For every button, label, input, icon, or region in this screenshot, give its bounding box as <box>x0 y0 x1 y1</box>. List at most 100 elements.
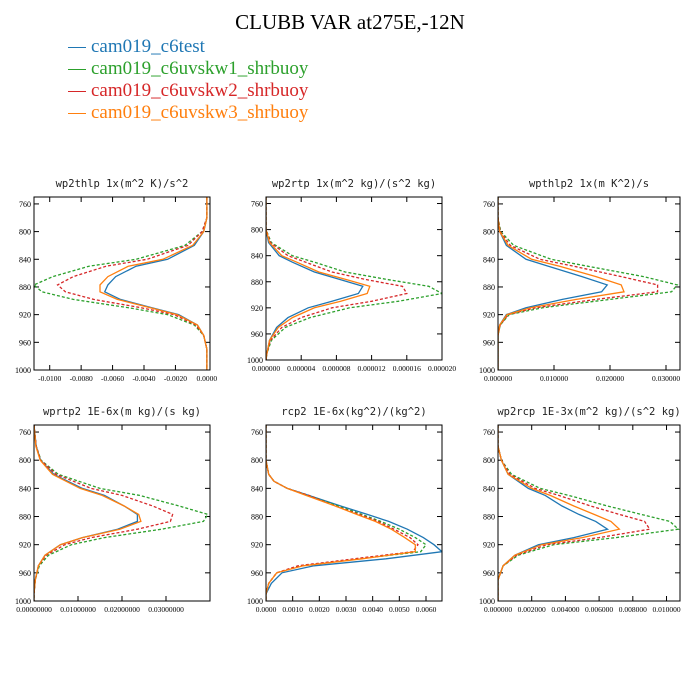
y-tick-label: 800 <box>19 456 31 465</box>
y-tick-label: 1000 <box>247 356 263 365</box>
y-tick-label: 960 <box>251 330 263 339</box>
x-tick-label: 0.0020 <box>309 605 330 614</box>
series-line <box>34 425 209 601</box>
x-tick-label: 0.020000 <box>596 374 624 383</box>
y-tick-label: 800 <box>19 228 31 237</box>
y-tick-label: 920 <box>251 304 263 313</box>
series-line <box>498 197 679 370</box>
y-tick-label: 960 <box>251 569 263 578</box>
x-tick-label: -0.0080 <box>70 374 93 383</box>
x-tick-label: 0.010000 <box>652 605 680 614</box>
series-line <box>498 197 625 370</box>
panel-title: wp2rcp 1E-3x(m^2 kg)/(s^2 kg) <box>497 406 680 418</box>
series-line <box>34 425 139 601</box>
series-line <box>266 425 427 601</box>
legend-item: cam019_c6uvskw2_shrbuoy <box>68 80 308 102</box>
chart-panel: wp2thlp 1x(m^2 K)/s^2 760 800 840 880 920 960 1… <box>15 178 217 383</box>
x-tick-label: 0.006000 <box>585 605 613 614</box>
legend-label: cam019_c6uvskw2_shrbuoy <box>91 80 309 101</box>
series-line <box>266 197 364 360</box>
series-line <box>266 197 442 360</box>
x-tick-label: 0.00000000 <box>16 605 52 614</box>
y-tick-label: 760 <box>251 200 263 209</box>
chart-panel: wprtp2 1E-6x(m kg)/(s kg) 760 800 840 880 920… <box>15 406 211 614</box>
y-tick-label: 840 <box>483 484 495 493</box>
chart-panel: wpthlp2 1x(m K^2)/s 760 800 840 880 920 960 100… <box>479 178 681 383</box>
x-tick-label: -0.0020 <box>164 374 187 383</box>
y-tick-label: 760 <box>251 428 263 437</box>
series-line <box>498 425 680 601</box>
y-tick-label: 1000 <box>479 597 495 606</box>
chart-panel: wp2rtp 1x(m^2 kg)/(s^2 kg) 760 800 840 880 92… <box>247 178 456 373</box>
plot-frame <box>265 196 443 361</box>
y-tick-label: 920 <box>19 311 31 320</box>
x-tick-label: 0.010000 <box>540 374 568 383</box>
series-line <box>34 425 174 601</box>
panel-title: wp2thlp 1x(m^2 K)/s^2 <box>56 178 189 190</box>
series-line <box>266 197 371 360</box>
y-tick-label: 960 <box>19 569 31 578</box>
y-tick-label: 920 <box>251 541 263 550</box>
y-tick-label: 920 <box>483 541 495 550</box>
plot-frame <box>497 196 681 371</box>
legend-item: cam019_c6test <box>68 36 308 58</box>
x-tick-label: 0.0000 <box>256 605 277 614</box>
chart-panel: rcp2 1E-6x(kg^2)/(kg^2) 760 800 840 880 920 96… <box>247 406 443 614</box>
legend-label: cam019_c6uvskw3_shrbuoy <box>91 102 309 123</box>
legend-label: cam019_c6uvskw1_shrbuoy <box>91 58 309 79</box>
x-tick-label: 0.000000 <box>484 605 512 614</box>
y-tick-label: 880 <box>251 278 263 287</box>
y-tick-label: 760 <box>19 200 31 209</box>
y-tick-label: 1000 <box>479 366 495 375</box>
y-tick-label: 800 <box>251 226 263 235</box>
series-line <box>99 197 208 370</box>
legend-swatch <box>68 46 86 48</box>
plot-frame <box>33 196 211 371</box>
x-tick-label: 0.03000000 <box>148 605 184 614</box>
y-tick-label: 840 <box>19 255 31 264</box>
y-tick-label: 960 <box>19 338 31 347</box>
panel-title: rcp2 1E-6x(kg^2)/(kg^2) <box>281 406 426 418</box>
y-tick-label: 840 <box>483 255 495 264</box>
y-tick-label: 920 <box>483 311 495 320</box>
y-tick-label: 880 <box>19 513 31 522</box>
x-tick-label: 0.000000 <box>484 374 512 383</box>
y-tick-label: 880 <box>19 283 31 292</box>
x-tick-label: 0.0010 <box>282 605 303 614</box>
y-tick-label: 960 <box>483 569 495 578</box>
x-tick-label: 0.0060 <box>416 605 437 614</box>
series-line <box>498 197 659 370</box>
x-tick-label: 0.000008 <box>322 364 350 373</box>
series-line <box>266 425 416 601</box>
x-tick-label: 0.030000 <box>652 374 680 383</box>
x-tick-label: -0.0060 <box>101 374 124 383</box>
y-tick-label: 760 <box>19 428 31 437</box>
x-tick-label: 0.0000 <box>197 374 218 383</box>
series-line <box>266 425 419 601</box>
chart-panel: wp2rcp 1E-3x(m^2 kg)/(s^2 kg) 760 800 840 88… <box>479 406 681 614</box>
y-tick-label: 880 <box>483 283 495 292</box>
y-tick-label: 880 <box>251 513 263 522</box>
legend-item: cam019_c6uvskw3_shrbuoy <box>68 102 308 124</box>
x-tick-label: 0.01000000 <box>60 605 96 614</box>
y-tick-label: 920 <box>19 541 31 550</box>
legend-item: cam019_c6uvskw1_shrbuoy <box>68 58 308 80</box>
x-tick-label: 0.0030 <box>336 605 357 614</box>
series-line <box>56 197 208 370</box>
plot-frame <box>265 424 443 602</box>
x-tick-label: 0.000016 <box>393 364 421 373</box>
x-tick-label: 0.0050 <box>389 605 410 614</box>
y-tick-label: 760 <box>483 428 495 437</box>
x-tick-label: -0.0040 <box>132 374 155 383</box>
figure-title: CLUBB VAR at275E,-12N <box>235 10 465 34</box>
x-tick-label: 0.000012 <box>358 364 386 373</box>
x-tick-label: 0.000004 <box>287 364 315 373</box>
legend: cam019_c6test cam019_c6uvskw1_shrbuoy cam0… <box>68 36 308 124</box>
y-tick-label: 840 <box>19 484 31 493</box>
plot-frame <box>33 424 211 602</box>
series-line <box>103 197 208 370</box>
x-tick-label: 0.000000 <box>252 364 280 373</box>
y-tick-label: 880 <box>483 513 495 522</box>
y-tick-label: 800 <box>483 228 495 237</box>
